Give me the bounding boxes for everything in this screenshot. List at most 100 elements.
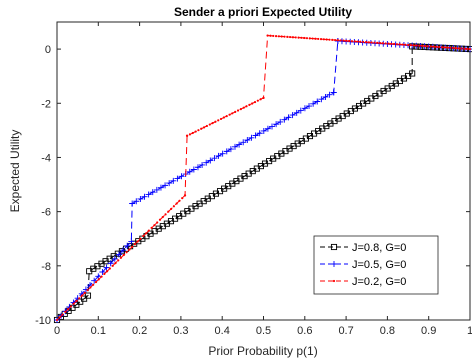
chart-title: Sender a priori Expected Utility: [174, 5, 352, 19]
data-point: [227, 146, 234, 153]
data-point: [373, 41, 376, 44]
data-point: [225, 115, 228, 118]
data-point: [390, 42, 393, 45]
data-point: [228, 113, 231, 116]
data-point: [269, 34, 272, 37]
data-point: [345, 39, 348, 42]
data-point: [251, 102, 254, 105]
data-point: [331, 38, 334, 41]
legend-marker: [331, 261, 337, 267]
x-tick-label: 0.5: [256, 325, 271, 337]
data-point: [61, 313, 64, 316]
data-point: [175, 202, 178, 205]
data-point: [205, 124, 209, 128]
data-point: [200, 127, 203, 130]
data-point: [117, 259, 120, 262]
data-point: [387, 42, 390, 45]
data-point: [120, 247, 127, 254]
data-point: [170, 207, 173, 211]
data-point: [158, 218, 162, 221]
data-point: [333, 38, 337, 42]
data-point: [58, 316, 61, 319]
x-tick-label: 0.4: [215, 325, 230, 337]
legend-label: J=0.2, G=0: [352, 276, 406, 288]
data-point: [274, 35, 278, 38]
data-point: [103, 264, 110, 271]
data-point: [248, 134, 255, 141]
data-point: [443, 46, 446, 49]
data-point: [142, 234, 145, 238]
y-tick-label: -8: [41, 261, 51, 273]
data-point: [208, 123, 211, 126]
y-tick-label: -4: [41, 152, 51, 164]
data-point: [94, 280, 98, 284]
data-point: [92, 283, 95, 286]
data-point: [67, 308, 70, 311]
data-point: [136, 240, 139, 243]
data-point: [149, 189, 156, 196]
data-point: [421, 44, 424, 47]
data-point: [211, 122, 214, 125]
data-point: [310, 100, 317, 107]
data-point: [236, 109, 240, 112]
data-point: [468, 47, 472, 51]
data-point: [395, 43, 399, 46]
data-point: [147, 229, 150, 232]
data-point: [245, 105, 248, 108]
data-point: [314, 98, 321, 105]
data-point: [404, 43, 407, 46]
data-point: [167, 210, 170, 213]
data-point: [125, 251, 128, 254]
data-point: [190, 166, 197, 173]
y-axis-title: Expected Utility: [8, 130, 22, 213]
data-point: [317, 37, 320, 41]
data-point: [197, 129, 200, 132]
x-tick-label: 0.2: [132, 325, 147, 337]
data-point: [432, 45, 435, 48]
data-point: [144, 232, 148, 235]
x-tick-label: 0.3: [173, 325, 188, 337]
data-point: [122, 253, 125, 257]
legend-marker: [330, 243, 338, 251]
data-point: [164, 213, 167, 216]
x-axis-title: Prior Probability p(1): [208, 344, 317, 358]
data-point: [259, 98, 262, 101]
legend-marker: [332, 279, 336, 283]
y-tick-label: -10: [35, 315, 51, 327]
data-point: [95, 273, 102, 280]
data-point: [89, 286, 92, 289]
data-point: [463, 47, 466, 50]
x-tick-label: 0.9: [421, 325, 436, 337]
x-tick-label: 0.8: [380, 325, 395, 337]
data-point: [170, 177, 177, 184]
data-point: [446, 46, 449, 49]
data-point: [437, 45, 441, 49]
x-tick-label: 0.6: [297, 325, 312, 337]
data-point: [264, 125, 271, 132]
data-point: [272, 34, 275, 38]
data-point: [301, 105, 308, 112]
data-point: [256, 99, 259, 102]
data-point: [222, 116, 225, 119]
data-point: [381, 42, 384, 45]
data-point: [297, 36, 300, 39]
data-point: [277, 35, 280, 38]
data-point: [322, 38, 325, 41]
data-point: [72, 302, 75, 305]
data-point: [289, 35, 292, 39]
data-point: [291, 36, 295, 39]
data-point: [256, 130, 263, 137]
data-point: [262, 96, 265, 99]
x-tick-label: 0: [54, 325, 60, 337]
data-point: [342, 39, 345, 42]
data-point: [356, 40, 359, 43]
data-point: [174, 175, 181, 182]
x-tick-label: 1: [467, 325, 472, 337]
data-point: [215, 152, 222, 159]
data-point: [115, 251, 122, 258]
data-point: [423, 44, 427, 48]
data-point: [318, 96, 325, 103]
data-point: [393, 42, 396, 46]
data-point: [111, 264, 114, 267]
data-point: [55, 318, 59, 322]
